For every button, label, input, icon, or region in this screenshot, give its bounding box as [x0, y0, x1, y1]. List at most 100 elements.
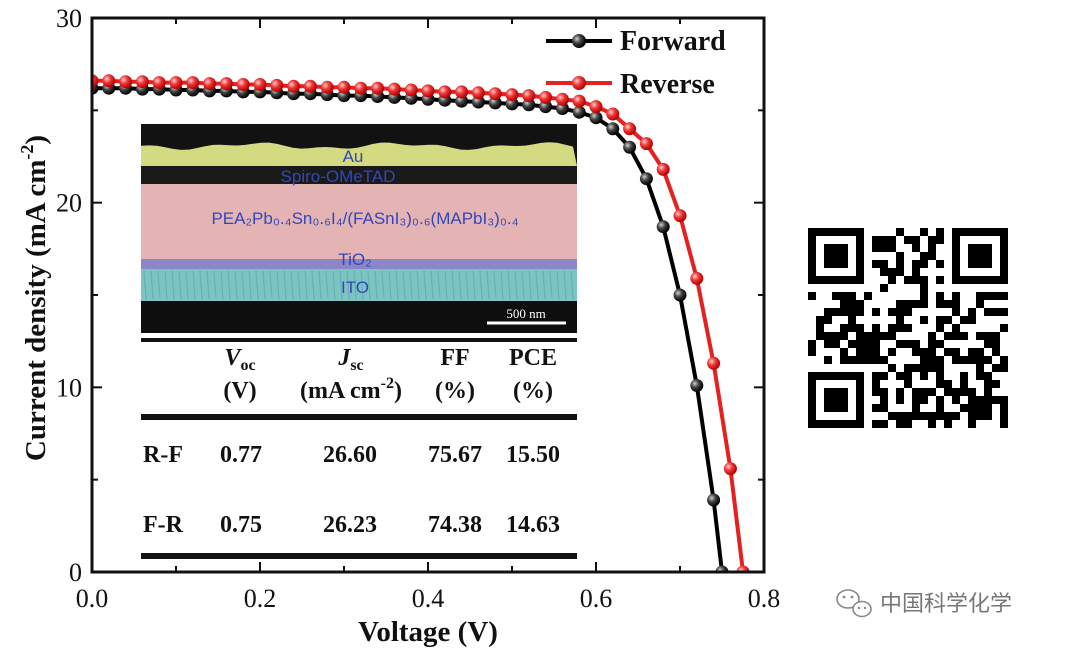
series-point-reverse: [287, 79, 301, 93]
row-rf-pce: 15.50: [506, 442, 560, 468]
layer-label-ito: ITO: [341, 278, 369, 297]
header-jsc-unit: (mA cm-2): [300, 375, 402, 404]
x-tick-label: 0.2: [244, 584, 277, 613]
row-fr-ff: 74.38: [428, 512, 482, 538]
ito-texture: [143, 270, 574, 300]
row-fr-pce: 14.63: [506, 512, 560, 538]
layer-label-au: Au: [343, 147, 364, 166]
header-voc: Voc: [224, 345, 255, 374]
y-axis-title: Current density (mA cm-2): [17, 135, 52, 461]
series-point-forward: [715, 565, 729, 572]
au-layer: [141, 142, 577, 166]
parameter-table: Voc (V) Jsc (mA cm-2) FF (%) PCE (%) R-F…: [141, 338, 577, 559]
header-jsc: Jsc: [337, 345, 363, 374]
series-point-reverse: [623, 122, 637, 136]
series-point-forward: [555, 102, 569, 115]
series-point-reverse: [572, 94, 586, 108]
series-point-reverse: [219, 77, 233, 91]
y-tick-label: 30: [56, 4, 82, 33]
series-point-reverse: [723, 462, 737, 476]
layer-label-perovskite: PEA₂Pb₀.₄Sn₀.₆I₄/(FASnI₃)₀.₆(MAPbI₃)₀.₄: [211, 209, 518, 228]
series-point-reverse: [270, 78, 284, 92]
series-line-reverse: [92, 78, 745, 572]
qr-code[interactable]: [804, 224, 1012, 432]
series-point-reverse: [505, 88, 519, 102]
legend-marker-forward: [572, 34, 586, 48]
watermark-text: 中国科学化学: [880, 592, 1012, 617]
series-point-forward: [673, 288, 687, 302]
header-jsc-symbol: J: [337, 345, 351, 371]
series-point-reverse: [119, 75, 133, 89]
series-point-reverse: [102, 74, 116, 88]
series-point-forward: [488, 96, 502, 110]
watermark: 中国科学化学: [836, 589, 1012, 618]
header-jsc-subscript: sc: [350, 357, 363, 374]
series-point-forward: [522, 98, 536, 112]
scale-bar-label: 500 nm: [506, 306, 545, 321]
header-pce-unit: (%): [513, 378, 553, 404]
spiro-layer: [141, 166, 577, 184]
series-point-forward: [639, 172, 653, 186]
series-point-reverse: [438, 85, 452, 99]
series-point-reverse: [92, 74, 99, 88]
x-axis-title: Voltage (V): [358, 616, 498, 648]
wechat-icon: [836, 589, 872, 618]
x-tick-label: 0.0: [76, 584, 109, 613]
series-point-forward: [690, 379, 704, 392]
y-tick-label: 0: [69, 558, 82, 587]
header-jsc-unit-sup: -2: [381, 375, 394, 392]
row-rf-label: R-F: [143, 442, 183, 468]
series-point-reverse: [455, 85, 469, 99]
x-tick-label: 0.8: [748, 584, 781, 613]
series-point-reverse: [387, 82, 401, 96]
series-point-forward: [572, 105, 586, 119]
series-point-reverse: [471, 86, 485, 100]
series-point-reverse: [253, 78, 267, 91]
layer-label-spiro: Spiro-OMeTAD: [281, 167, 396, 186]
y-axis-title-end: ): [20, 135, 52, 145]
series-point-forward: [505, 97, 519, 111]
header-pce: PCE: [509, 345, 557, 371]
series-point-reverse: [135, 75, 149, 89]
series-point-reverse: [203, 77, 217, 91]
series-point-reverse: [421, 84, 435, 98]
series-point-reverse: [371, 81, 385, 95]
series-point-forward: [455, 94, 469, 108]
series-point-forward: [589, 111, 603, 125]
layer-label-tio2: TiO₂: [338, 250, 371, 269]
series-point-reverse: [639, 137, 653, 151]
header-voc-subscript: oc: [240, 357, 255, 374]
header-jsc-unit-end: ): [394, 378, 402, 404]
header-ff: FF: [440, 345, 469, 371]
series-point-reverse: [690, 271, 704, 285]
header-voc-unit: (V): [223, 378, 256, 404]
legend-marker-reverse: [572, 76, 586, 90]
x-tick-label: 0.6: [580, 584, 613, 613]
series-point-reverse: [555, 92, 569, 106]
series-point-reverse: [303, 79, 317, 93]
series-point-reverse: [673, 209, 687, 223]
header-voc-symbol: V: [224, 345, 242, 371]
legend-label-reverse: Reverse: [620, 69, 715, 100]
y-axis-title-sup: -2: [17, 145, 37, 160]
series-point-reverse: [707, 356, 721, 370]
legend: Forward Reverse: [546, 26, 726, 100]
series-point-forward: [707, 493, 721, 507]
header-jsc-unit-main: (mA cm: [300, 378, 381, 404]
row-rf-jsc: 26.60: [323, 442, 377, 468]
substrate-layer: [141, 301, 577, 333]
row-fr-jsc: 26.23: [323, 512, 377, 538]
row-fr-voc: 0.75: [220, 512, 262, 538]
series-point-forward: [623, 140, 637, 154]
row-fr-label: F-R: [143, 512, 184, 538]
series-point-reverse: [736, 565, 750, 572]
perovskite-layer: [141, 184, 577, 259]
header-ff-unit: (%): [435, 378, 475, 404]
series-point-reverse: [656, 162, 670, 176]
tick-layer: 0.0 0.2 0.4 0.6 0.8 0 10 20 30: [56, 4, 780, 613]
series-point-reverse: [354, 81, 368, 95]
x-tick-label: 0.4: [412, 584, 445, 613]
series-point-forward: [656, 220, 670, 234]
legend-label-forward: Forward: [620, 26, 726, 57]
series-point-reverse: [606, 107, 620, 121]
